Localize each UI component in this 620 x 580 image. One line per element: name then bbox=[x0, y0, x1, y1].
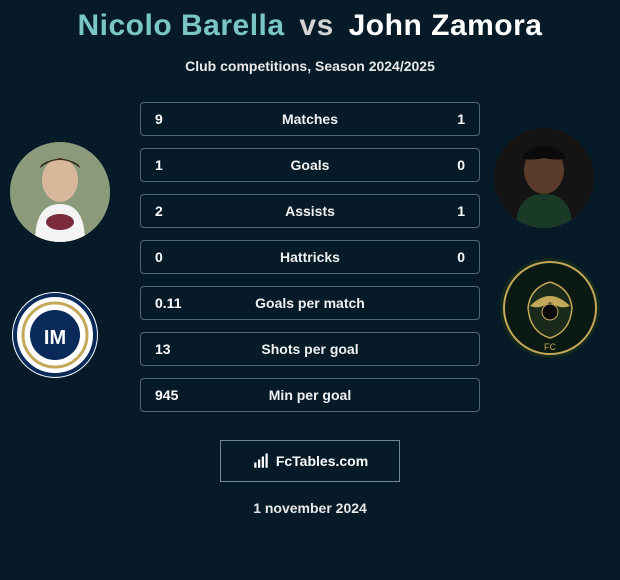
stat-label: Goals bbox=[215, 157, 405, 173]
subtitle: Club competitions, Season 2024/2025 bbox=[185, 58, 435, 74]
stat-right-value: 1 bbox=[405, 111, 465, 127]
svg-text:IM: IM bbox=[44, 327, 66, 349]
player2-name: John Zamora bbox=[349, 9, 543, 42]
stat-row: 1Goals0 bbox=[140, 148, 480, 182]
stat-row: 9Matches1 bbox=[140, 102, 480, 136]
player1-club-logo: IM bbox=[12, 292, 98, 378]
player1-portrait-icon bbox=[10, 142, 110, 242]
source-text: FcTables.com bbox=[276, 453, 368, 469]
stat-label: Min per goal bbox=[215, 387, 405, 403]
stat-left-value: 13 bbox=[155, 341, 215, 357]
stat-row: 13Shots per goal bbox=[140, 332, 480, 366]
stat-left-value: 9 bbox=[155, 111, 215, 127]
player2-club-logo: FC bbox=[500, 258, 600, 358]
stat-left-value: 2 bbox=[155, 203, 215, 219]
versus-label: vs bbox=[299, 9, 333, 42]
stat-label: Goals per match bbox=[215, 295, 405, 311]
stats-table: 9Matches11Goals02Assists10Hattricks00.11… bbox=[140, 102, 480, 412]
stat-left-value: 945 bbox=[155, 387, 215, 403]
stat-label: Shots per goal bbox=[215, 341, 405, 357]
comparison-title: Nicolo Barella vs John Zamora bbox=[77, 8, 542, 44]
stat-row: 2Assists1 bbox=[140, 194, 480, 228]
stat-right-value: 0 bbox=[405, 157, 465, 173]
stat-left-value: 0.11 bbox=[155, 295, 215, 311]
chart-icon bbox=[252, 452, 270, 470]
player2-portrait-icon bbox=[494, 128, 594, 228]
player1-avatar bbox=[10, 142, 110, 242]
stat-left-value: 0 bbox=[155, 249, 215, 265]
player1-name: Nicolo Barella bbox=[77, 9, 284, 42]
venezia-logo-icon: FC bbox=[500, 258, 600, 358]
stat-row: 0.11Goals per match bbox=[140, 286, 480, 320]
player2-avatar bbox=[494, 128, 594, 228]
stat-row: 945Min per goal bbox=[140, 378, 480, 412]
stat-left-value: 1 bbox=[155, 157, 215, 173]
stat-right-value: 0 bbox=[405, 249, 465, 265]
stat-label: Matches bbox=[215, 111, 405, 127]
inter-logo-icon: IM bbox=[12, 292, 98, 378]
svg-text:FC: FC bbox=[544, 342, 556, 352]
stat-row: 0Hattricks0 bbox=[140, 240, 480, 274]
stat-right-value: 1 bbox=[405, 203, 465, 219]
stat-label: Assists bbox=[215, 203, 405, 219]
source-badge: FcTables.com bbox=[220, 440, 400, 482]
snapshot-date: 1 november 2024 bbox=[253, 500, 367, 516]
stat-label: Hattricks bbox=[215, 249, 405, 265]
